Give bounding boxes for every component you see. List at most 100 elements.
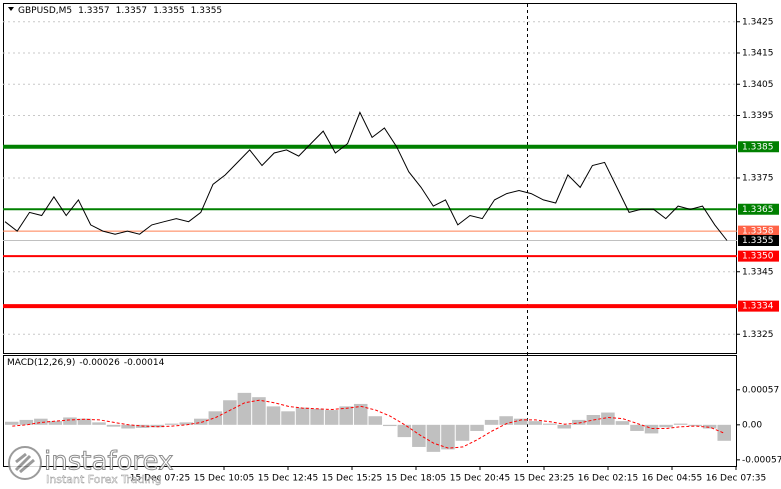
y-tick-label: 1.3425 (742, 17, 774, 27)
macd-bar (513, 418, 528, 425)
y-tick-label: 1.3325 (742, 330, 774, 340)
y-tick-label: -0.00057 (742, 455, 781, 465)
logo-mark (14, 452, 35, 474)
macd-bar (281, 411, 295, 425)
ohlc-value: 1.3357 (116, 6, 148, 16)
macd-bar (310, 408, 324, 425)
y-tick-label: 0.00 (742, 420, 762, 430)
x-tick-label: 15 Dec 18:05 (386, 474, 447, 484)
macd-bar (324, 410, 339, 425)
macd-bar (557, 424, 572, 429)
macd-header: MACD(12,26,9) -0.00026 -0.00014 (7, 358, 165, 368)
tagline: Instant Forex Trading (46, 473, 162, 486)
level-label: 1.3385 (742, 142, 774, 152)
macd-bar (412, 424, 426, 447)
x-tick-label: 15 Dec 23:25 (514, 474, 575, 484)
watermark: instaforex Instant Forex Trading (8, 446, 174, 486)
level-label: 1.3358 (742, 227, 774, 237)
macd-bar (383, 424, 397, 427)
macd-value: -0.00026 (79, 358, 120, 368)
level-label-bg (738, 300, 779, 312)
macd-bar (644, 424, 659, 434)
axes: 1.3425 1.3415 1.3405 1.3395 1.3375 1.3345 1.33… (130, 17, 781, 483)
macd-bar (441, 424, 455, 450)
macd-bar (266, 406, 281, 425)
main-plot (3, 21, 737, 335)
macd-bar (470, 424, 484, 431)
macd-bar (717, 424, 731, 441)
ohlc-value: 1.3357 (78, 6, 110, 16)
x-tick-label: 15 Dec 07:25 (130, 474, 191, 484)
y-tick-label: 0.00057 (742, 385, 779, 395)
macd-bar (19, 419, 34, 425)
level-label: 1.3350 (742, 252, 774, 262)
macd-bar (150, 424, 164, 428)
macd-bar (353, 403, 368, 425)
macd-bar (252, 397, 266, 425)
macd-pane (3, 355, 737, 467)
x-tick-label: 15 Dec 15:25 (322, 474, 383, 484)
ohlc-value: 1.3355 (153, 6, 185, 16)
x-tick-label: 16 Dec 07:35 (706, 474, 767, 484)
y-tick-label: 1.3415 (742, 49, 774, 59)
macd-title: MACD(12,26,9) (7, 358, 75, 368)
header-arrow (8, 7, 14, 11)
macd-value: -0.00014 (124, 358, 165, 368)
x-tick-label: 15 Dec 10:05 (194, 474, 255, 484)
symbol: GBPUSD,M5 (18, 6, 72, 16)
level-label-bg (738, 235, 779, 246)
level-label-bg (738, 225, 779, 237)
macd-bar (499, 416, 513, 425)
macd-bar (630, 424, 644, 431)
macd-bar (164, 423, 179, 425)
macd-bar (702, 424, 717, 429)
level-label-bg (738, 141, 779, 153)
y-tick-label: 1.3405 (742, 80, 774, 90)
macd-bar (223, 400, 237, 425)
y-tick-label: 1.3345 (742, 267, 774, 277)
macd-bar (208, 411, 223, 425)
level-label: 1.3334 (742, 302, 774, 312)
x-tick-label: 15 Dec 12:45 (258, 474, 319, 484)
macd-bar (121, 424, 135, 429)
macd-bar (673, 423, 688, 425)
level-label: 1.3355 (742, 236, 774, 246)
signal-line (12, 399, 725, 449)
macd-bar (295, 407, 310, 425)
macd-bar (572, 419, 586, 425)
macd-bar (615, 421, 630, 425)
macd-bar (528, 421, 542, 425)
header: GBPUSD,M5 1.3357 1.3357 1.3355 1.3355 (18, 6, 222, 16)
macd-bar (34, 418, 48, 425)
y-tick-label: 1.3375 (742, 174, 774, 184)
x-tick-label: 16 Dec 04:55 (642, 474, 703, 484)
macd-bar (455, 424, 470, 441)
ohlc-value: 1.3355 (191, 6, 223, 16)
macd-bar (601, 412, 615, 425)
level-label-bg (738, 250, 779, 262)
macd-bar (92, 422, 106, 425)
macd-bar (106, 424, 121, 427)
y-tick-label: 1.3395 (742, 111, 774, 121)
level-label-bg (738, 203, 779, 215)
macd-bar (339, 406, 353, 425)
macd-bar (194, 418, 208, 425)
price-line (4, 111, 728, 241)
macd-bar (237, 392, 252, 425)
macd-bar (63, 417, 77, 425)
macd-bar (542, 423, 557, 425)
brand: instaforex (44, 447, 173, 477)
macd-bar (179, 422, 194, 425)
macd-plot (5, 392, 731, 452)
macd-bar (688, 424, 702, 427)
macd-bar (368, 416, 383, 425)
x-tick-label: 16 Dec 02:15 (578, 474, 639, 484)
macd-bar (484, 419, 499, 425)
macd-bar (5, 421, 19, 425)
macd-bar (77, 418, 92, 425)
level-label: 1.3365 (742, 205, 774, 215)
x-tick-label: 15 Dec 20:45 (450, 474, 511, 484)
macd-bar (659, 424, 673, 428)
